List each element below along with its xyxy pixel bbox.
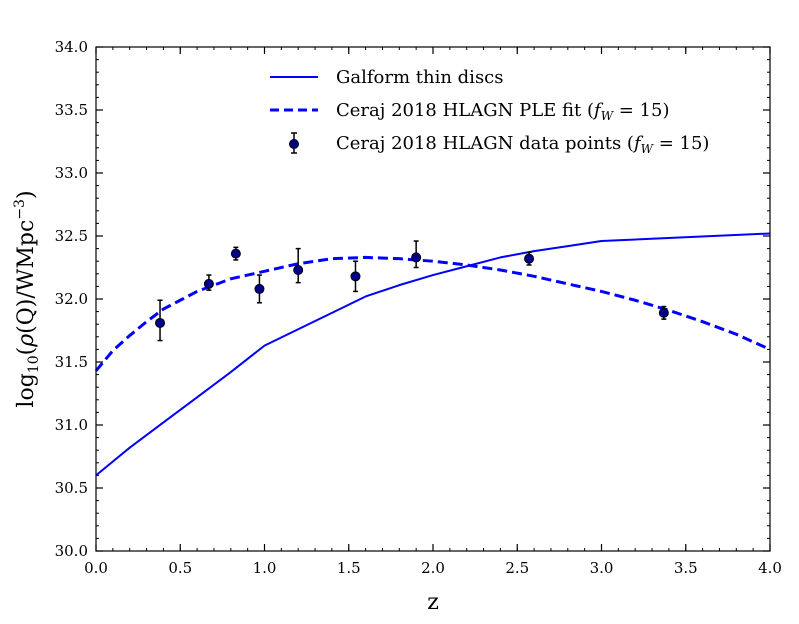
legend-label-ple-fit: Ceraj 2018 HLAGN PLE fit (fW = 15): [336, 100, 669, 123]
data-point-marker: [155, 317, 166, 328]
y-axis-label-rho: ρ: [14, 334, 39, 348]
series-layer: [94, 232, 771, 477]
legend-swatch-points-marker: [289, 139, 299, 149]
y-tick-label: 33.5: [55, 101, 88, 119]
data-point: [524, 251, 535, 266]
data-point: [658, 305, 669, 320]
y-tick-label: 32.5: [55, 227, 88, 245]
x-tick-label: 1.0: [253, 559, 277, 577]
y-tick-label: 30.0: [55, 542, 88, 560]
y-axis-label-close: ): [14, 190, 39, 199]
data-point-marker: [411, 252, 422, 263]
legend-label-points: Ceraj 2018 HLAGN data points (fW = 15): [336, 133, 709, 156]
x-axis-label: z: [427, 590, 439, 615]
x-tick-label: 3.5: [674, 559, 698, 577]
data-point: [203, 274, 214, 291]
tick-labels: 0.0 0.5 1.0 1.5 2.0 2.5 3.0 3.5 4.0 30.0 30.5 31.0 3…: [55, 38, 782, 577]
legend-points-prefix: Ceraj 2018 HLAGN data points (: [336, 133, 634, 154]
x-tick-label: 2.0: [421, 559, 445, 577]
y-tick-label: 30.5: [55, 479, 88, 497]
y-axis-label-sub: 10: [26, 355, 42, 373]
data-point-marker: [230, 248, 241, 259]
y-tick-label: 34.0: [55, 38, 88, 56]
plot-frame: [95, 46, 771, 552]
data-point-marker: [658, 307, 669, 318]
x-tick-label: 2.5: [505, 559, 529, 577]
data-point: [155, 299, 166, 342]
y-axis-label-log: log: [14, 373, 39, 407]
legend-points-eq: = 15): [653, 133, 709, 154]
x-tick-label: 3.0: [590, 559, 614, 577]
legend-ple-fit-eq: = 15): [613, 100, 669, 121]
data-point-marker: [524, 253, 535, 264]
data-point: [350, 260, 361, 293]
y-axis-label-open: (: [14, 347, 39, 356]
y-tick-label: 33.0: [55, 164, 88, 182]
legend-label-galform: Galform thin discs: [336, 67, 504, 88]
legend-points-sub: W: [641, 142, 655, 156]
legend: Galform thin discs Ceraj 2018 HLAGN PLE …: [270, 67, 709, 156]
data-point: [230, 246, 241, 261]
legend-ple-fit-prefix: Ceraj 2018 HLAGN PLE fit (: [336, 100, 594, 121]
y-tick-label: 32.0: [55, 290, 88, 308]
data-point: [411, 240, 422, 269]
legend-ple-fit-sub: W: [601, 109, 615, 123]
galform-line: [95, 232, 771, 477]
y-axis-label: log10(ρ(Q)/WMpc−3): [12, 190, 42, 407]
x-tick-label: 0.5: [168, 559, 192, 577]
x-tick-label: 0.0: [84, 559, 108, 577]
x-tick-label: 1.5: [337, 559, 361, 577]
data-point-marker: [350, 271, 361, 282]
data-point-marker: [254, 283, 265, 294]
y-axis-label-sup: −3: [12, 199, 28, 220]
data-point: [254, 274, 265, 304]
y-tick-label: 31.5: [55, 353, 88, 371]
y-tick-label: 31.0: [55, 416, 88, 434]
data-point-marker: [293, 265, 304, 276]
data-point: [293, 247, 304, 284]
ple-fit-line: [94, 255, 771, 372]
points-layer: [155, 240, 669, 342]
x-tick-label: 4.0: [758, 559, 782, 577]
y-axis-label-q: (Q)/WMpc: [14, 220, 39, 334]
data-point-marker: [203, 278, 214, 289]
